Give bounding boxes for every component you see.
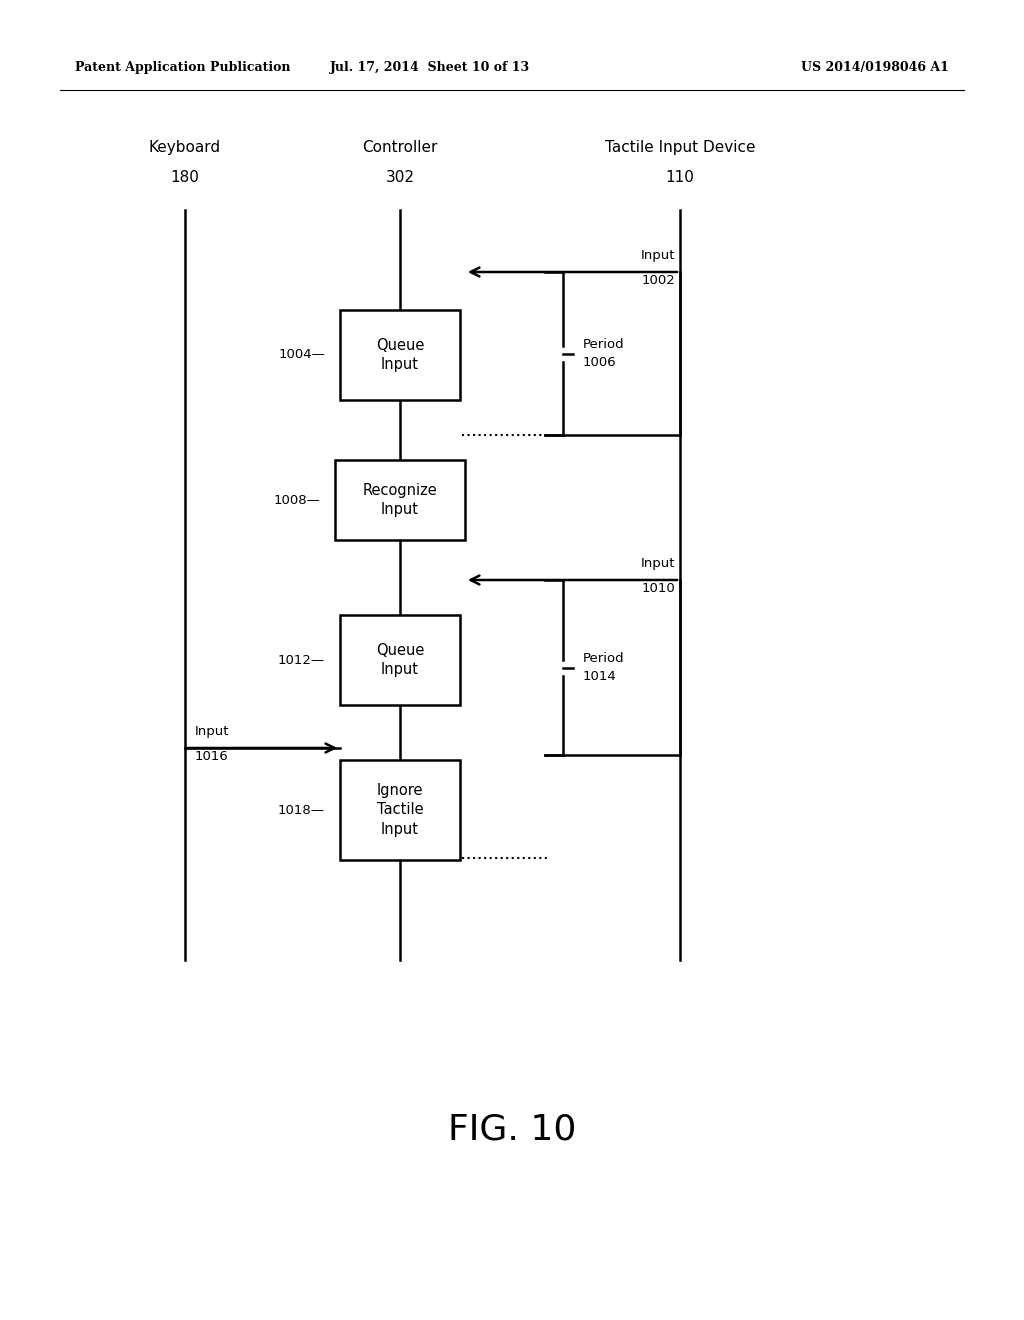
Text: 1018—: 1018— xyxy=(278,804,325,817)
Text: 1016: 1016 xyxy=(195,750,228,763)
Text: 1010: 1010 xyxy=(641,582,675,595)
Text: Input: Input xyxy=(195,725,229,738)
Text: Controller: Controller xyxy=(362,140,437,154)
Text: Period
1014: Period 1014 xyxy=(583,652,625,682)
Text: FIG. 10: FIG. 10 xyxy=(447,1113,577,1147)
Text: Period
1006: Period 1006 xyxy=(583,338,625,368)
Text: 1002: 1002 xyxy=(641,275,675,286)
Text: Jul. 17, 2014  Sheet 10 of 13: Jul. 17, 2014 Sheet 10 of 13 xyxy=(330,62,530,74)
Text: US 2014/0198046 A1: US 2014/0198046 A1 xyxy=(801,62,949,74)
Bar xyxy=(340,760,460,861)
Text: Patent Application Publication: Patent Application Publication xyxy=(75,62,291,74)
Text: Recognize
Input: Recognize Input xyxy=(362,483,437,517)
Text: 302: 302 xyxy=(385,170,415,185)
Text: Keyboard: Keyboard xyxy=(148,140,221,154)
Bar xyxy=(340,615,460,705)
Text: 1012—: 1012— xyxy=(278,653,325,667)
Bar xyxy=(335,459,465,540)
Text: Queue
Input: Queue Input xyxy=(376,643,424,677)
Text: Queue
Input: Queue Input xyxy=(376,338,424,372)
Bar xyxy=(340,310,460,400)
Text: 1004—: 1004— xyxy=(279,348,325,362)
Text: Tactile Input Device: Tactile Input Device xyxy=(605,140,756,154)
Text: 180: 180 xyxy=(171,170,200,185)
Text: Ignore
Tactile
Input: Ignore Tactile Input xyxy=(377,783,423,837)
Text: Input: Input xyxy=(640,557,675,570)
Text: 1008—: 1008— xyxy=(273,494,319,507)
Text: 110: 110 xyxy=(666,170,694,185)
Text: Input: Input xyxy=(640,249,675,261)
